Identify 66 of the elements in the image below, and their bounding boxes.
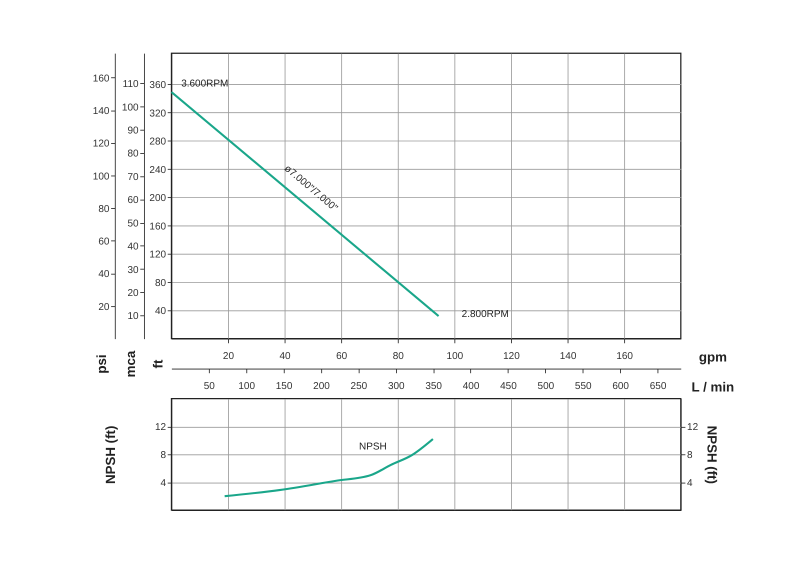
- y-tick-label: 4: [160, 478, 166, 489]
- x2-tick-label: 50: [204, 381, 216, 392]
- x-tick-label: 60: [336, 351, 348, 362]
- x2-tick-label: 600: [612, 381, 630, 392]
- x-axis-title: gpm: [698, 350, 727, 365]
- annotation: 2.800RPM: [462, 309, 509, 320]
- x-tick-label: 40: [280, 351, 292, 362]
- y3-axis-title: mca: [123, 350, 138, 378]
- x2-tick-label: 350: [425, 381, 442, 392]
- y-axis-title: ft: [150, 359, 166, 368]
- y-tick-label: 8: [160, 450, 166, 462]
- y-tick-label: 12: [154, 422, 166, 434]
- x2-tick-label: 650: [650, 381, 667, 392]
- y-tick-label: 360: [149, 80, 166, 92]
- y-tick-label: 280: [149, 136, 166, 148]
- y3-tick-label: 60: [127, 195, 140, 206]
- y3-tick-label: 70: [127, 172, 140, 183]
- y-tick-label: 320: [149, 108, 166, 120]
- y2-tick-label: 4: [687, 478, 694, 489]
- y2-tick-label: 20: [98, 302, 110, 313]
- y2-tick-label: 160: [92, 73, 110, 84]
- y2-tick-label: 40: [98, 269, 110, 280]
- y2-tick-label: 140: [92, 106, 110, 118]
- y3-tick-label: 20: [127, 288, 140, 300]
- y-axis-title: NPSH (ft): [102, 426, 118, 484]
- y-tick-label: 120: [149, 250, 166, 261]
- y-tick-label: 80: [154, 278, 166, 289]
- y3-tick-label: 10: [127, 311, 140, 322]
- y2-tick-label: 100: [92, 171, 110, 182]
- y-tick-label: 40: [154, 306, 166, 318]
- x2-tick-label: 550: [574, 381, 592, 392]
- x2-tick-label: 150: [276, 381, 293, 392]
- y3-tick-label: 80: [127, 148, 140, 160]
- y2-tick-label: 120: [92, 138, 110, 150]
- x2-tick-label: 200: [313, 381, 330, 392]
- x-tick-label: 100: [446, 351, 464, 362]
- y3-tick-label: 40: [127, 242, 140, 253]
- x2-tick-label: 450: [500, 381, 518, 392]
- y2-tick-label: 80: [98, 204, 110, 215]
- line-series: [224, 438, 434, 498]
- y2-tick-label: 8: [687, 450, 694, 462]
- y3-tick-label: 30: [127, 264, 140, 276]
- x2-tick-label: 300: [388, 381, 406, 392]
- y2-axis-title: psi: [94, 354, 110, 374]
- x-tick-label: 140: [560, 351, 577, 362]
- y2-tick-label: 12: [687, 422, 699, 434]
- annotation: NPSH: [359, 441, 387, 452]
- x2-tick-label: 250: [350, 381, 368, 392]
- y2-tick-label: 60: [98, 236, 110, 248]
- y-tick-label: 200: [149, 193, 166, 204]
- x-tick-label: 20: [222, 351, 234, 362]
- y2-axis-title: NPSH (ft): [704, 426, 720, 484]
- annotation: 3.600RPM: [181, 78, 228, 90]
- x-tick-label: 120: [503, 351, 520, 362]
- x-tick-label: 160: [616, 351, 634, 362]
- x2-tick-label: 400: [462, 381, 480, 392]
- x2-tick-label: 500: [538, 381, 555, 392]
- y3-tick-label: 110: [122, 79, 140, 90]
- y3-tick-label: 50: [127, 218, 140, 230]
- x2-tick-label: 100: [238, 381, 256, 392]
- y3-tick-label: 90: [127, 126, 140, 137]
- x-tick-label: 80: [392, 351, 404, 362]
- y3-tick-label: 100: [122, 102, 140, 114]
- y-tick-label: 240: [149, 164, 166, 176]
- y-tick-label: 160: [149, 221, 166, 232]
- x2-axis-title: L / min: [692, 380, 734, 395]
